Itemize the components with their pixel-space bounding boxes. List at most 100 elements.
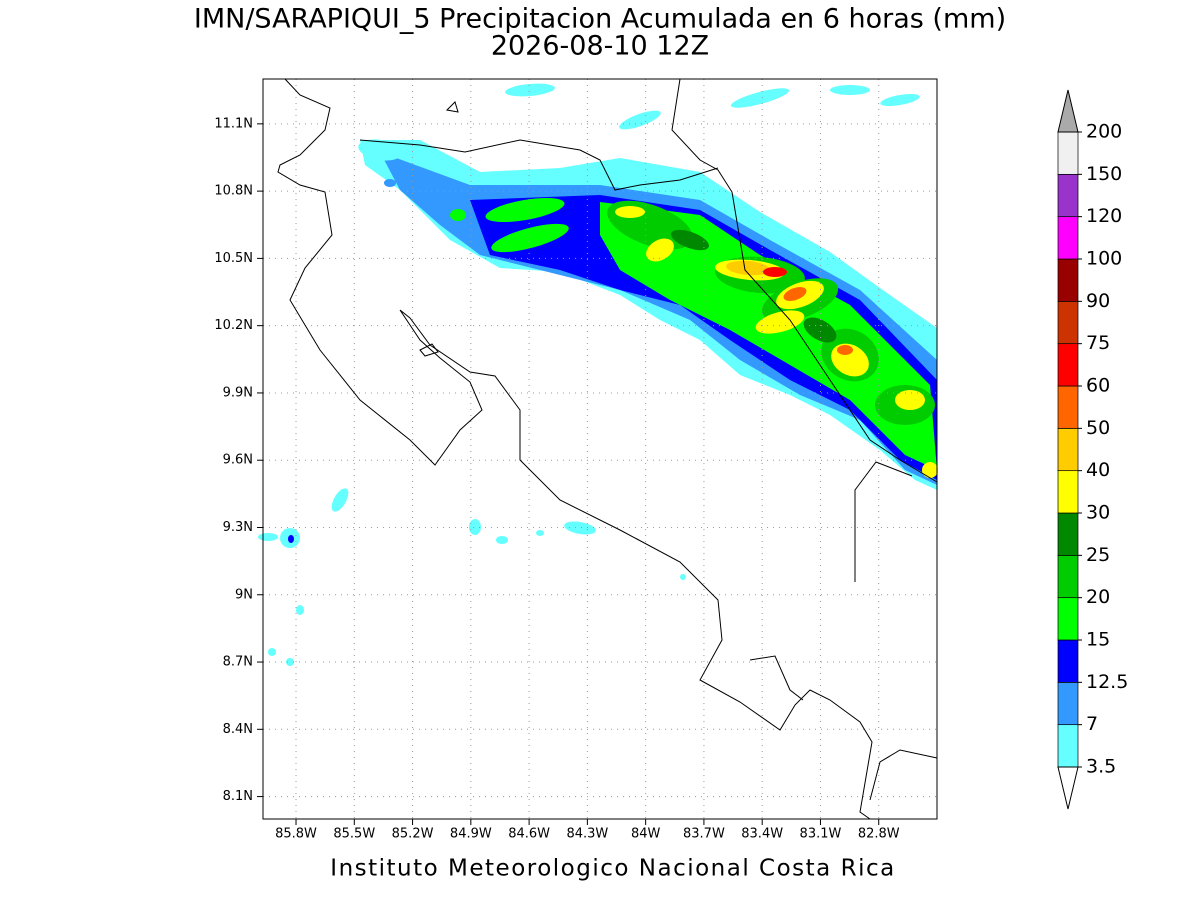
precip-cell [358, 139, 402, 161]
precip-cell [755, 310, 805, 334]
colorbar-swatch [1057, 216, 1079, 260]
colorbar-swatch [1057, 173, 1079, 218]
colorbar-swatch [1057, 554, 1079, 599]
x-tick-label: 83.4W [741, 827, 783, 842]
precip-cell [763, 267, 787, 277]
precip-cell [803, 317, 837, 343]
precip-cell [922, 462, 938, 478]
colorbar-label: 25 [1086, 544, 1110, 566]
colorbar-swatch [1057, 512, 1079, 556]
colorbar-swatch [1057, 300, 1079, 345]
y-tick-label: 11.1N [214, 116, 253, 131]
precip-cell [268, 648, 276, 656]
map-frame [262, 78, 938, 820]
precip-cell [296, 605, 304, 615]
x-tick-label: 84.3W [566, 827, 608, 842]
precip-cell [331, 488, 349, 512]
x-tick-label: 85.5W [333, 827, 375, 842]
precip-cell [880, 93, 920, 107]
precip-cell [485, 197, 565, 223]
map-subtitle: 2026-08-10 12Z [491, 31, 709, 62]
precip-cell [288, 535, 294, 543]
coastline [277, 78, 873, 820]
x-tick-label: 84.9W [450, 827, 492, 842]
coastline [749, 655, 804, 701]
x-tick-label: 85.8W [275, 827, 317, 842]
precip-cell [646, 238, 674, 262]
precip-cell [730, 88, 790, 108]
precip-cell [286, 658, 294, 666]
precip-cell [830, 85, 870, 95]
precip-cell [491, 223, 569, 253]
colorbar-label: 100 [1086, 248, 1122, 270]
precip-area [470, 195, 937, 480]
precip-cell [564, 521, 596, 535]
colorbar-label: 3.5 [1086, 756, 1116, 778]
colorbar-label: 60 [1086, 375, 1110, 397]
precip-cell [837, 345, 853, 355]
colorbar-swatch [1057, 131, 1079, 175]
y-tick-label: 9N [235, 587, 253, 602]
colorbar-label: 150 [1086, 163, 1122, 185]
precip-cell [619, 110, 661, 130]
precip-cell [496, 536, 508, 544]
precip-cell [671, 229, 709, 251]
x-tick-label: 84.6W [508, 827, 550, 842]
precip-cell [536, 530, 544, 536]
colorbar-label: 120 [1086, 205, 1122, 227]
border [359, 139, 719, 191]
colorbar-swatch [1057, 597, 1079, 641]
precip-cell [783, 287, 807, 301]
x-tick-label: 85.2W [392, 827, 434, 842]
x-tick-label: 83.7W [683, 827, 725, 842]
lake-shore [419, 101, 459, 357]
precip-cell [384, 179, 396, 187]
colorbar-under [1057, 766, 1079, 810]
precip-cell [505, 83, 555, 97]
colorbar-label: 50 [1086, 417, 1110, 439]
coastline [671, 78, 938, 483]
y-tick-label: 10.8N [214, 184, 253, 199]
colorbar-label: 12.5 [1086, 671, 1128, 693]
y-tick-label: 9.9N [223, 385, 253, 400]
map-title: IMN/SARAPIQUI_5 Precipitacion Acumulada … [194, 4, 1006, 35]
precip-cell [258, 533, 278, 541]
axes: 85.8W 85.5W 85.2W 84.9W 84.6W 84.3W 84W 83.7W 83… [214, 116, 899, 841]
x-tick-label: 84W [631, 827, 661, 842]
y-tick-label: 10.2N [214, 318, 253, 333]
colorbar-swatch [1057, 385, 1079, 429]
precip-field [258, 83, 938, 666]
precip-cell [450, 209, 466, 221]
precip-cell [615, 206, 645, 218]
x-tick-label: 83.1W [800, 827, 842, 842]
colorbar-swatch [1057, 343, 1079, 387]
colorbar-label: 7 [1086, 713, 1098, 735]
colorbar-label: 20 [1086, 586, 1110, 608]
y-tick-label: 8.1N [223, 789, 253, 804]
precip-cell [726, 260, 770, 276]
colorbar-label: 200 [1086, 121, 1122, 143]
y-tick-label: 9.6N [223, 453, 253, 468]
coastlines [277, 78, 938, 820]
colorbar-label: 30 [1086, 502, 1110, 524]
colorbar: 3.5 7 12.5 15 20 25 30 40 50 60 75 90 100 120 150 200 [1057, 89, 1128, 810]
y-tick-label: 9.3N [223, 520, 253, 535]
y-tick-label: 8.7N [223, 655, 253, 670]
colorbar-swatch [1057, 639, 1079, 683]
grid [263, 79, 937, 819]
precip-cell [895, 390, 925, 410]
colorbar-swatch [1057, 427, 1079, 472]
coastline [869, 749, 938, 801]
y-tick-label: 8.4N [223, 722, 253, 737]
footer-credit: Instituto Meteorologico Nacional Costa R… [330, 856, 895, 882]
colorbar-swatch [1057, 258, 1079, 302]
colorbar-swatch [1057, 681, 1079, 726]
colorbar-label: 90 [1086, 290, 1110, 312]
colorbar-over [1057, 89, 1079, 133]
colorbar-label: 40 [1086, 459, 1110, 481]
x-tick-label: 82.8W [858, 827, 900, 842]
precip-cell [469, 519, 481, 535]
border [854, 461, 913, 582]
